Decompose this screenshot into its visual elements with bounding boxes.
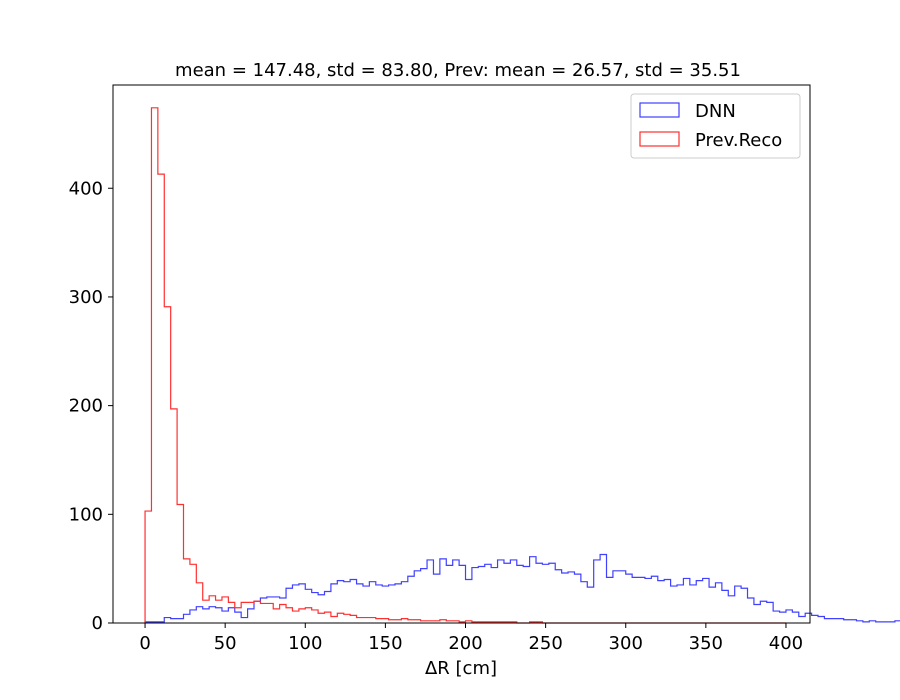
y-tick-label-300: 300 bbox=[69, 287, 103, 308]
legend-label-prev-reco: Prev.Reco bbox=[695, 130, 782, 151]
y-tick-label-100: 100 bbox=[69, 504, 103, 525]
x-tick-label-0: 0 bbox=[139, 633, 150, 654]
y-axis: 0 100 200 300 400 bbox=[69, 178, 113, 634]
legend-swatch-prev-reco bbox=[639, 131, 680, 147]
series-dnn bbox=[144, 553, 900, 623]
x-tick-label-250: 250 bbox=[528, 633, 562, 654]
legend-swatch-dnn bbox=[639, 102, 680, 118]
x-tick-label-150: 150 bbox=[368, 633, 402, 654]
legend-box bbox=[630, 93, 801, 159]
chart-title: mean = 147.48, std = 83.80, Prev: mean =… bbox=[175, 60, 741, 81]
x-tick-label-100: 100 bbox=[288, 633, 322, 654]
y-tick-label-0: 0 bbox=[92, 613, 103, 634]
plot-frame bbox=[112, 84, 811, 624]
x-tick-label-200: 200 bbox=[448, 633, 482, 654]
x-tick-label-350: 350 bbox=[689, 633, 723, 654]
x-axis: 0 50 100 150 200 250 300 350 400 bbox=[139, 623, 803, 654]
x-tick-label-300: 300 bbox=[609, 633, 643, 654]
legend-label-dnn: DNN bbox=[695, 101, 736, 122]
plot-area bbox=[112, 84, 900, 624]
legend: DNN Prev.Reco bbox=[630, 93, 801, 159]
y-tick-label-400: 400 bbox=[69, 178, 103, 199]
x-axis-label: ΔR [cm] bbox=[425, 658, 497, 679]
x-tick-label-50: 50 bbox=[214, 633, 237, 654]
y-tick-label-200: 200 bbox=[69, 396, 103, 417]
x-tick-label-400: 400 bbox=[769, 633, 803, 654]
